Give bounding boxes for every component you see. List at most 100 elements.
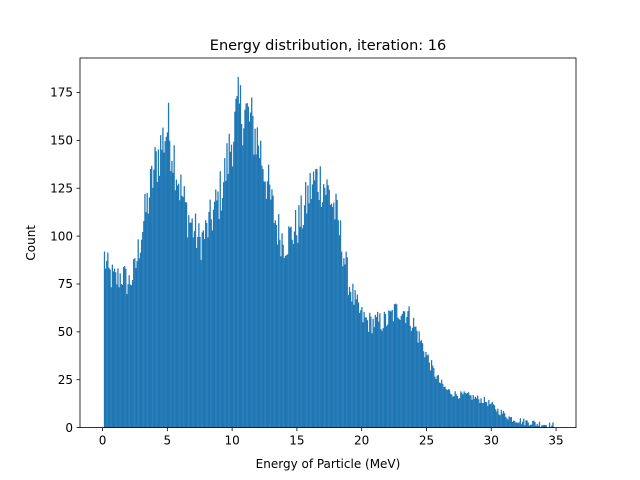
histogram-bar	[162, 127, 164, 428]
histogram-bar	[170, 171, 172, 428]
histogram-bar	[415, 326, 417, 428]
histogram-bar	[226, 143, 228, 428]
histogram-bar	[376, 311, 379, 428]
histogram-bar	[345, 251, 347, 428]
y-tick-label: 125	[50, 181, 73, 195]
histogram-bar	[357, 302, 360, 428]
histogram-bar	[364, 317, 366, 428]
histogram-bar	[365, 317, 368, 428]
histogram-bar	[388, 310, 390, 428]
histogram-bar	[181, 195, 183, 428]
histogram-bar	[341, 251, 343, 428]
histogram-bar	[491, 401, 493, 428]
histogram-bar	[290, 226, 292, 428]
histogram-bar	[145, 212, 147, 428]
histogram-bar	[300, 195, 302, 428]
histogram-bar	[129, 284, 131, 428]
histogram-bar	[175, 179, 178, 428]
histogram-bar	[217, 191, 219, 428]
histogram-bar	[131, 280, 134, 428]
histogram-bar	[337, 220, 339, 428]
histogram-bar	[310, 198, 312, 428]
histogram-bar	[430, 360, 433, 428]
histogram-bar	[451, 394, 453, 428]
histogram-bar	[362, 322, 364, 428]
histogram-bar	[229, 151, 232, 428]
histogram-bar	[249, 112, 252, 428]
histogram-bar	[116, 284, 118, 428]
histogram-bar	[306, 213, 308, 428]
histogram-bar	[269, 184, 271, 428]
histogram-bar	[118, 287, 120, 428]
histogram-bar	[291, 239, 293, 428]
histogram-bar	[541, 425, 543, 428]
histogram-bar	[393, 304, 396, 428]
histogram-bar	[239, 85, 242, 428]
histogram-bar	[213, 201, 216, 428]
histogram-bar	[160, 135, 162, 428]
histogram-bar	[276, 244, 279, 428]
histogram-bar	[473, 398, 475, 428]
histogram-bar	[126, 294, 128, 428]
histogram-bar	[312, 171, 315, 428]
histogram-bar	[148, 197, 151, 428]
histogram-bar	[231, 166, 234, 428]
histogram-bar	[206, 222, 208, 428]
histogram-bar	[380, 329, 382, 428]
histogram-bar	[274, 220, 276, 428]
histogram-bar	[230, 144, 233, 428]
histogram-bar	[200, 259, 202, 428]
histogram-bar	[309, 173, 311, 428]
histogram-bar	[428, 362, 430, 428]
histogram-bar	[263, 181, 265, 428]
histogram-bar	[329, 204, 332, 428]
histogram-bar	[158, 175, 161, 428]
histogram-bar	[367, 331, 370, 428]
histogram-bar	[438, 382, 441, 428]
histogram-bar	[192, 237, 194, 428]
histogram-bar	[227, 173, 229, 428]
histogram-bar	[471, 399, 473, 428]
histogram-bar	[117, 268, 119, 428]
histogram-bar	[315, 169, 317, 428]
histogram-bar	[361, 306, 363, 428]
histogram-bar	[443, 387, 445, 428]
histogram-bar	[338, 235, 341, 428]
histogram-bar	[465, 393, 468, 428]
histogram-bar	[153, 169, 155, 428]
histogram-bar	[437, 374, 439, 428]
histogram-bar	[166, 132, 169, 428]
histogram-bar	[399, 319, 401, 428]
histogram-bar	[505, 416, 507, 428]
histogram-bar	[518, 422, 520, 428]
histogram-bar	[318, 200, 320, 428]
histogram-bar	[506, 418, 508, 428]
histogram-bar	[174, 190, 176, 428]
histogram-bar	[370, 316, 372, 428]
histogram-bar	[441, 379, 443, 428]
histogram-bar	[164, 141, 166, 428]
histogram-bar	[552, 422, 554, 428]
histogram-bar	[107, 252, 109, 428]
histogram-bar	[228, 133, 230, 428]
histogram-bar	[347, 294, 350, 428]
histogram-bar	[525, 420, 527, 428]
histogram-bar	[363, 311, 365, 428]
histogram-bar	[389, 310, 391, 428]
histogram-bar	[247, 106, 249, 428]
histogram-bar	[327, 185, 329, 428]
histogram-bar	[373, 327, 375, 428]
histogram-bar	[382, 328, 384, 428]
histogram-bar	[450, 393, 452, 428]
histogram-bar	[193, 231, 196, 428]
histogram-bar	[180, 174, 182, 428]
histogram-bar	[452, 396, 454, 428]
histogram-bar	[434, 376, 436, 428]
histogram-bar	[486, 402, 488, 428]
histogram-bar	[252, 115, 254, 428]
histogram-bar	[221, 198, 224, 428]
histogram-bar	[111, 264, 113, 428]
histogram-bar	[478, 399, 480, 428]
histogram-bar	[456, 395, 459, 428]
histogram-bar	[351, 301, 353, 428]
